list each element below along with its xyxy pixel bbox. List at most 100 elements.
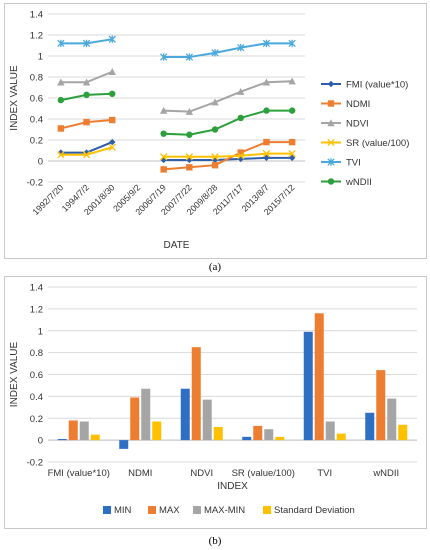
data-point xyxy=(186,164,193,171)
data-point xyxy=(263,138,270,146)
legend-label: FMI (value*10) xyxy=(346,80,408,91)
legend-label: TVI xyxy=(346,158,361,169)
data-point xyxy=(288,39,296,48)
legend-marker xyxy=(327,158,335,166)
data-point xyxy=(263,107,270,114)
data-point xyxy=(57,96,65,104)
bar xyxy=(191,347,201,441)
legend-swatch xyxy=(148,506,156,514)
data-point xyxy=(288,107,296,114)
series-line xyxy=(60,70,293,113)
bar xyxy=(365,412,375,441)
legend-marker xyxy=(327,178,335,185)
legend-marker xyxy=(327,100,335,107)
data-point xyxy=(211,162,219,169)
x-axis-label: DATE xyxy=(164,240,190,251)
series-line xyxy=(60,38,293,59)
data-point xyxy=(109,138,116,146)
data-point xyxy=(237,114,244,122)
data-point xyxy=(237,43,245,52)
bar-chart-panel: -0.2 0 0.2 0.4 0.6 0.8 1 1.2 1.4 FMI (value*10) ND… xyxy=(4,276,427,529)
bar xyxy=(275,436,285,441)
x-tick-label: wNDII xyxy=(372,468,399,479)
data-point xyxy=(185,107,194,115)
bar xyxy=(213,427,223,441)
bar xyxy=(90,434,100,441)
bar xyxy=(119,440,129,449)
bar xyxy=(325,421,335,441)
data-point xyxy=(159,53,168,61)
y-tick-label: 1.2 xyxy=(30,304,43,315)
y-tick-label: 0 xyxy=(38,436,43,447)
data-point xyxy=(109,90,116,98)
x-axis-label: INDEX xyxy=(217,481,248,492)
data-point xyxy=(262,78,271,86)
series-line xyxy=(60,119,293,171)
data-point xyxy=(82,78,91,86)
legend-label: NDVI xyxy=(346,119,369,130)
line-chart-panel: -0.2 0 0.2 0.4 0.6 0.8 1 1.2 1.4 1992/7/20 1994/7/… xyxy=(4,3,427,259)
bar xyxy=(141,388,151,441)
y-tick-label: 1 xyxy=(38,326,43,337)
bar xyxy=(180,388,190,441)
bar xyxy=(336,433,346,441)
y-axis-label: INDEX VALUE xyxy=(9,65,20,131)
data-point xyxy=(186,131,193,138)
data-point xyxy=(159,153,168,161)
legend-label: wNDII xyxy=(345,177,372,188)
data-point xyxy=(83,91,90,99)
data-point xyxy=(211,98,219,106)
data-point xyxy=(108,143,116,152)
data-point xyxy=(159,106,168,114)
legend-marker xyxy=(327,119,335,127)
bar xyxy=(314,313,324,441)
caption-b: (b) xyxy=(208,535,222,547)
y-tick-label: 0.4 xyxy=(30,392,43,403)
legend-marker xyxy=(327,138,335,147)
data-point xyxy=(160,130,167,137)
legend-label: NDMI xyxy=(346,99,370,110)
series-line xyxy=(60,92,293,136)
legend-swatch xyxy=(103,506,111,514)
bar xyxy=(152,421,162,441)
data-point xyxy=(57,78,65,86)
line-chart: -0.200.20.40.60.811.21.41992/7/201994/7/… xyxy=(9,10,409,252)
bar xyxy=(398,424,408,441)
data-point xyxy=(211,49,219,57)
data-point xyxy=(263,154,270,162)
x-tick-label: TVI xyxy=(317,468,332,479)
bar xyxy=(79,421,89,441)
data-point xyxy=(160,166,167,173)
data-point xyxy=(82,39,91,48)
data-point xyxy=(57,39,65,48)
legend-marker xyxy=(327,80,335,88)
data-point xyxy=(237,149,244,156)
data-point xyxy=(109,116,116,124)
y-tick-label: 1 xyxy=(38,52,43,63)
x-tick-label: SR (value/100) xyxy=(232,468,295,479)
y-tick-label: 0.2 xyxy=(30,136,43,147)
data-point xyxy=(82,151,91,159)
y-tick-label: 1.2 xyxy=(30,31,43,42)
bar xyxy=(57,439,67,441)
data-point xyxy=(262,39,271,48)
data-point xyxy=(237,88,245,95)
x-tick-label: NDMI xyxy=(128,468,152,479)
bar xyxy=(387,398,397,441)
data-point xyxy=(288,138,296,146)
data-point xyxy=(288,149,296,158)
bar xyxy=(253,425,263,441)
y-tick-label: 0 xyxy=(38,157,43,168)
data-point xyxy=(83,118,90,126)
y-axis-label: INDEX VALUE xyxy=(9,341,20,407)
data-point xyxy=(108,35,116,43)
y-tick-label: 0.2 xyxy=(30,414,43,425)
bar xyxy=(68,420,78,441)
data-point xyxy=(288,77,296,85)
y-tick-label: 0.6 xyxy=(30,94,43,105)
legend-label: MAX-MIN xyxy=(204,505,245,516)
legend-label: MIN xyxy=(114,505,132,516)
bar xyxy=(242,436,252,441)
y-tick-label: 0.8 xyxy=(30,73,43,84)
bar xyxy=(264,429,274,441)
